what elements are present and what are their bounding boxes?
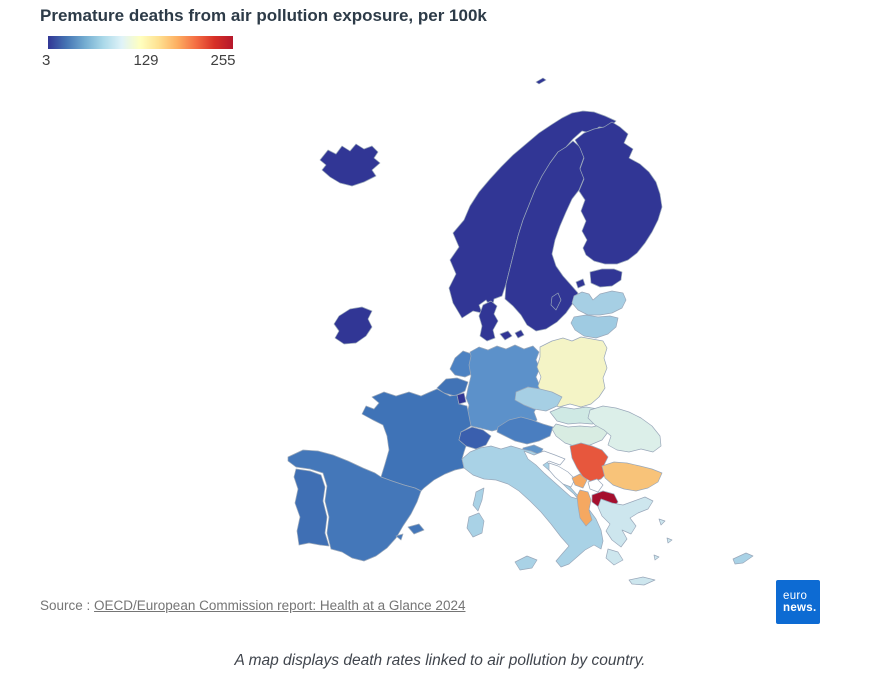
legend-mid-label: 129 [133, 52, 159, 69]
country-romania[interactable] [587, 405, 662, 453]
country-kosovo [587, 478, 604, 493]
source-line: Source : OECD/European Commission report… [40, 598, 465, 613]
country-bulgaria[interactable] [601, 461, 663, 492]
country-ireland[interactable] [333, 306, 373, 345]
euronews-logo[interactable]: euro news. [776, 580, 820, 624]
country-germany[interactable] [465, 344, 541, 432]
legend-max-label: 255 [210, 52, 236, 69]
country-albania[interactable] [576, 489, 593, 527]
source-link[interactable]: OECD/European Commission report: Health … [94, 598, 466, 613]
country-cyprus[interactable] [732, 552, 754, 565]
country-hungary[interactable] [551, 423, 609, 448]
country-luxembourg[interactable] [456, 392, 467, 405]
legend-gradient-bar [48, 36, 233, 49]
country-poland[interactable] [536, 336, 608, 408]
country-spain[interactable] [287, 449, 425, 562]
country-jan-mayen[interactable] [535, 77, 547, 85]
country-finland[interactable] [574, 121, 663, 265]
country-switzerland[interactable] [458, 426, 492, 450]
country-latvia[interactable] [571, 290, 627, 316]
source-prefix: Source : [40, 598, 95, 613]
country-czechia[interactable] [514, 386, 563, 412]
country-bosnia [548, 462, 576, 488]
euronews-logo-line1: euro [783, 590, 808, 602]
country-italy[interactable] [461, 445, 604, 571]
legend-min-label: 3 [42, 52, 51, 69]
euronews-logo-line2: news. [783, 602, 817, 614]
country-corsica[interactable] [472, 487, 485, 512]
country-portugal[interactable] [293, 468, 330, 547]
chart-title: Premature deaths from air pollution expo… [40, 6, 487, 25]
country-greece[interactable] [597, 496, 673, 586]
country-denmark[interactable] [478, 300, 525, 342]
country-montenegro[interactable] [571, 473, 588, 489]
country-austria[interactable] [496, 416, 554, 445]
country-belgium[interactable] [436, 377, 469, 397]
map-caption: A map displays death rates linked to air… [234, 652, 646, 669]
country-lithuania[interactable] [570, 314, 619, 339]
country-iceland[interactable] [319, 143, 381, 187]
country-estonia[interactable] [575, 268, 623, 289]
